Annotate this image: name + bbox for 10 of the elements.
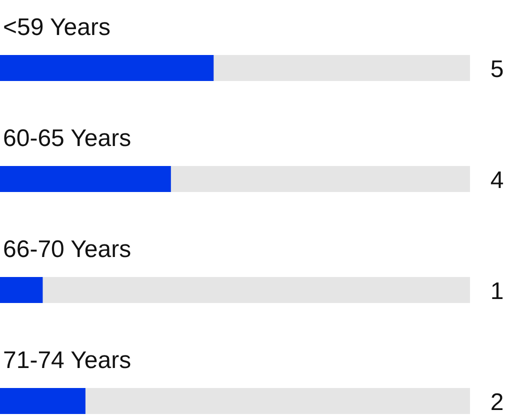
data-label: 5 xyxy=(490,56,504,83)
y-tick-label: 60-65 Years xyxy=(3,125,132,152)
y-tick-label: 71-74 Years xyxy=(3,347,132,374)
data-label: 2 xyxy=(490,389,504,416)
y-tick-label: 66-70 Years xyxy=(3,236,132,263)
data-label: 4 xyxy=(490,167,504,194)
bar xyxy=(0,388,86,414)
data-label: 1 xyxy=(490,278,504,305)
bar xyxy=(0,277,43,303)
y-tick-label: <59 Years xyxy=(3,14,110,41)
